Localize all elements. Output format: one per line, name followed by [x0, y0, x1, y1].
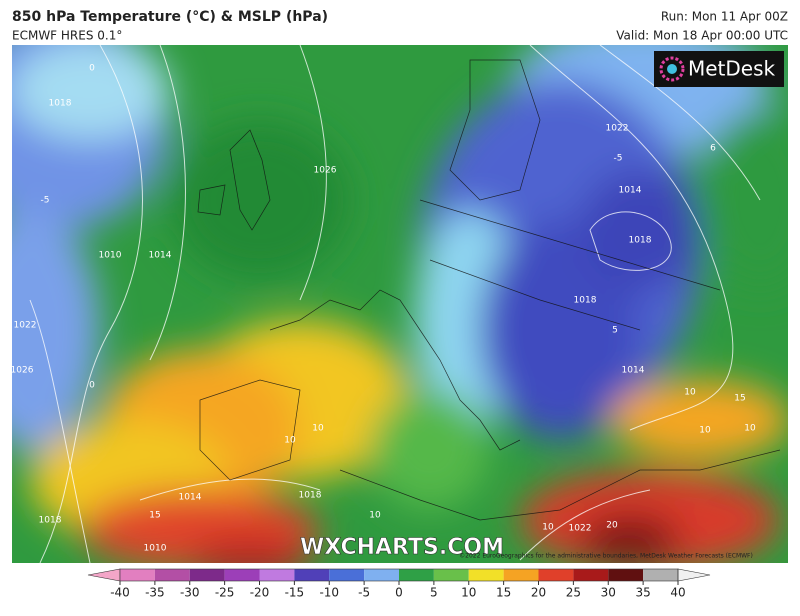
contour-label: 10	[744, 424, 756, 434]
contour-label: 1014	[622, 366, 645, 376]
contour-label: 5	[612, 326, 618, 336]
contour-label: 1014	[149, 251, 172, 261]
contour-label: 1018	[299, 491, 322, 501]
contour-label: 10	[284, 436, 296, 446]
contour-label: 1018	[39, 516, 62, 526]
colorbar-segment	[294, 569, 330, 581]
map	[12, 45, 788, 563]
watermark: WXCHARTS.COM	[300, 535, 504, 560]
colorbar-tick-label: 5	[430, 586, 438, 600]
contour-label: 1022	[14, 321, 37, 331]
colorbar-tick-label: -20	[250, 586, 270, 600]
colorbar-end-low	[87, 568, 121, 582]
colorbar-tick-label: 25	[566, 586, 581, 600]
valid-time: Valid: Mon 18 Apr 00:00 UTC	[616, 29, 788, 43]
contour-label: 10	[684, 388, 696, 398]
contour-label: 0	[89, 381, 95, 391]
colorbar-segment	[538, 569, 574, 581]
contour-label: 1022	[606, 124, 629, 134]
contour-label: 10	[369, 511, 381, 521]
colorbar-tick-label: -10	[319, 586, 339, 600]
colorbar-tick-label: -30	[180, 586, 200, 600]
colorbar-tick-label: -40	[110, 586, 130, 600]
colorbar-segment	[364, 569, 399, 581]
colorbar-tick-label: -35	[145, 586, 165, 600]
colorbar-segment	[189, 569, 225, 581]
contour-label: 6	[710, 144, 716, 154]
colorbar-tick-label: 30	[601, 586, 616, 600]
colorbar-segment	[573, 569, 609, 581]
colorbar-segment	[399, 569, 434, 581]
contour-label: 20	[606, 521, 618, 531]
contour-label: 1018	[629, 236, 652, 246]
colorbar-tick-label: -25	[215, 586, 235, 600]
title: 850 hPa Temperature (°C) & MSLP (hPa)	[12, 9, 328, 25]
colorbar-tick-label: -15	[285, 586, 305, 600]
colorbar-segment	[154, 569, 190, 581]
contour-label: 1026	[11, 366, 34, 376]
colorbar-segment	[329, 569, 365, 581]
contour-label: -5	[41, 196, 50, 206]
colorbar-tick-label: 15	[496, 586, 511, 600]
colorbar-segment	[224, 569, 260, 581]
run-time: Run: Mon 11 Apr 00Z	[661, 10, 788, 24]
contour-label: 1018	[574, 296, 597, 306]
colorbar-tick-label: -5	[358, 586, 370, 600]
colorbar-tick-label: 35	[635, 586, 650, 600]
map-labels: 01018102610141010-5102210260101010141510…	[11, 64, 756, 554]
colorbar-segment	[120, 569, 155, 581]
contour-label: 15	[149, 511, 160, 521]
contour-label: 1014	[619, 186, 642, 196]
contour-label: 10	[699, 426, 711, 436]
contour-label: 10	[542, 523, 554, 533]
contour-label: 1018	[49, 99, 72, 109]
contour-label: 1010	[144, 544, 167, 554]
colorbar-segment	[468, 569, 504, 581]
colorbar: -40 -35 -30 -25 -20 -15 -10 -5 0 5 10 15 20 25 30 35 40	[87, 568, 711, 600]
colorbar-segment	[608, 569, 644, 581]
contour-label: 1010	[99, 251, 122, 261]
contour-label: -5	[614, 154, 623, 164]
colorbar-segment	[643, 569, 678, 581]
colorbar-segment	[433, 569, 469, 581]
copyright: ©2022 EuroGeographics for the administra…	[459, 553, 753, 560]
subtitle: ECMWF HRES 0.1°	[12, 29, 122, 43]
colorbar-tick-label: 0	[395, 586, 403, 600]
colorbar-segment	[503, 569, 539, 581]
colorbar-tick-label: 40	[670, 586, 685, 600]
contour-label: 10	[312, 424, 324, 434]
logo-icon	[659, 56, 685, 82]
contour-label: 1026	[314, 166, 337, 176]
colorbar-segment	[259, 569, 295, 581]
contour-label: 1022	[569, 524, 592, 534]
contour-label: 15	[734, 394, 745, 404]
contour-label: 0	[89, 64, 95, 74]
colorbar-tick-label: 20	[531, 586, 546, 600]
logo-text: MetDesk	[688, 57, 776, 81]
contour-label: 1014	[179, 493, 202, 503]
colorbar-tick-label: 10	[461, 586, 476, 600]
colorbar-end-high	[677, 568, 711, 582]
